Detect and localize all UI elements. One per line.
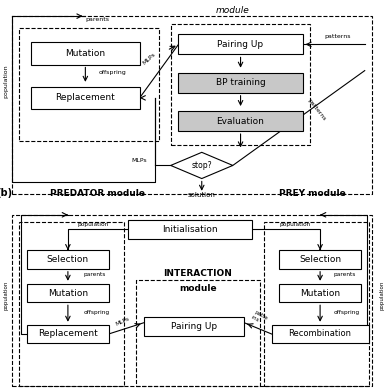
Bar <box>27 325 109 343</box>
Text: population: population <box>3 64 8 97</box>
Bar <box>171 24 310 145</box>
Text: Evaluation: Evaluation <box>217 116 265 126</box>
Text: population: population <box>380 280 385 310</box>
Text: Replacement: Replacement <box>55 94 115 102</box>
Bar <box>178 111 303 131</box>
Text: parents: parents <box>85 17 109 22</box>
Text: offspring: offspring <box>334 310 360 315</box>
Text: patte
rns: patte rns <box>250 310 268 327</box>
Bar <box>178 73 303 93</box>
Text: offspring: offspring <box>99 69 127 74</box>
Bar <box>12 16 372 194</box>
Text: offspring: offspring <box>83 310 109 315</box>
Bar <box>279 284 361 302</box>
Text: Selection: Selection <box>47 255 89 264</box>
Text: Mutation: Mutation <box>300 289 340 298</box>
Bar <box>19 28 159 141</box>
Polygon shape <box>171 152 233 178</box>
Text: population: population <box>3 280 8 310</box>
Text: module: module <box>179 284 217 293</box>
Text: patterns: patterns <box>324 34 351 39</box>
Text: MLPs: MLPs <box>142 51 157 66</box>
Bar <box>27 284 109 302</box>
Text: Mutation: Mutation <box>65 49 106 58</box>
Text: parents: parents <box>334 272 356 277</box>
Text: module: module <box>216 6 249 15</box>
Text: Recombination: Recombination <box>289 329 352 338</box>
Text: population: population <box>78 222 109 227</box>
Bar <box>27 250 109 269</box>
Text: patterns: patterns <box>307 98 327 122</box>
Bar <box>264 222 369 386</box>
Text: PREDATOR module: PREDATOR module <box>50 189 146 198</box>
Bar <box>178 34 303 54</box>
Text: parents: parents <box>83 272 106 277</box>
Text: (b): (b) <box>0 188 12 198</box>
Bar <box>136 280 260 386</box>
Bar <box>128 220 252 239</box>
Bar <box>144 317 244 336</box>
Bar <box>19 222 124 386</box>
Text: PREY module: PREY module <box>279 189 346 198</box>
Bar <box>31 42 140 64</box>
Text: MLPs: MLPs <box>114 316 130 327</box>
Text: Pairing Up: Pairing Up <box>171 322 217 331</box>
Text: Mutation: Mutation <box>48 289 88 298</box>
Text: MLPs: MLPs <box>132 158 147 163</box>
Text: solution: solution <box>188 192 216 198</box>
Text: Replacement: Replacement <box>38 329 98 338</box>
Text: stop?: stop? <box>191 161 212 170</box>
Bar <box>279 250 361 269</box>
Text: Pairing Up: Pairing Up <box>218 40 263 49</box>
Text: population: population <box>279 222 310 227</box>
Bar <box>31 87 140 109</box>
Text: Selection: Selection <box>299 255 341 264</box>
Text: Initialisation: Initialisation <box>162 225 218 234</box>
Bar <box>272 325 369 343</box>
Text: INTERACTION: INTERACTION <box>163 269 232 278</box>
Text: BP training: BP training <box>216 78 265 87</box>
